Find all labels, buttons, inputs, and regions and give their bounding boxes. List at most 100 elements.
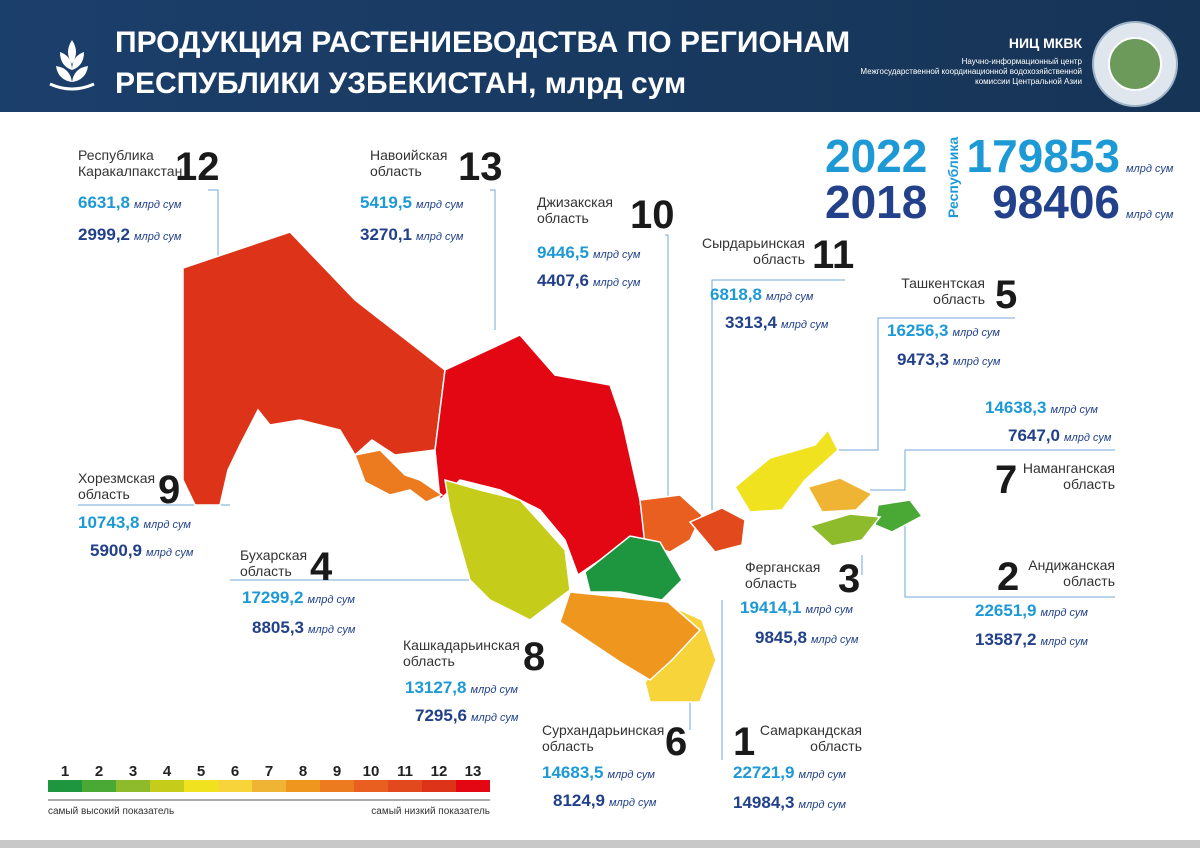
totals-label: Республика bbox=[945, 137, 961, 218]
unit: млрд сум bbox=[593, 277, 641, 289]
map bbox=[182, 231, 924, 703]
region-name: область bbox=[403, 653, 455, 669]
region-value: 4407,6 млрд сум bbox=[537, 271, 641, 290]
region bbox=[559, 591, 702, 681]
org-desc: Научно-информационный центр bbox=[962, 57, 1083, 66]
region bbox=[444, 478, 571, 621]
value: 17299,2 bbox=[242, 588, 303, 607]
region-value: 13587,2 млрд сум bbox=[975, 630, 1088, 649]
total-value: 179853 bbox=[967, 130, 1121, 182]
region-name: Сурхандарьинская bbox=[542, 722, 664, 738]
legend-number: 7 bbox=[265, 763, 273, 780]
region-value: 7295,6 млрд сум bbox=[415, 706, 519, 725]
legend-swatch bbox=[422, 780, 456, 792]
region-name: область bbox=[78, 486, 130, 502]
region bbox=[353, 449, 444, 503]
unit: млрд сум bbox=[1126, 163, 1174, 175]
unit: млрд сум bbox=[1126, 209, 1174, 221]
value: 10743,8 bbox=[78, 513, 139, 532]
legend-number: 10 bbox=[363, 763, 380, 780]
unit: млрд сум bbox=[766, 291, 814, 303]
region-name: Ферганская bbox=[745, 559, 820, 575]
region-name: область bbox=[753, 251, 805, 267]
legend-number: 6 bbox=[231, 763, 239, 780]
region-value: 6631,8 млрд сум bbox=[78, 193, 182, 212]
unit: млрд сум bbox=[593, 249, 641, 261]
region-name: область bbox=[240, 563, 292, 579]
value: 4407,6 bbox=[537, 271, 589, 290]
legend-caption: самый высокий показатель bbox=[48, 806, 174, 817]
region-value: 10743,8 млрд сум bbox=[78, 513, 191, 532]
legend-number: 1 bbox=[61, 763, 69, 780]
region bbox=[734, 428, 839, 513]
unit: млрд сум bbox=[416, 199, 464, 211]
value: 6631,8 bbox=[78, 193, 130, 212]
total-value: 98406 bbox=[992, 176, 1120, 228]
region-rank: 9 bbox=[158, 468, 180, 512]
legend-swatch bbox=[252, 780, 286, 792]
legend-number: 11 bbox=[397, 763, 413, 780]
region-name: Кашкадарьинская bbox=[403, 637, 520, 653]
region-rank: 10 bbox=[630, 193, 675, 237]
value: 2999,2 bbox=[78, 225, 130, 244]
value: 3313,4 bbox=[725, 313, 778, 332]
unit: млрд сум bbox=[811, 634, 859, 646]
region-rank: 4 bbox=[310, 545, 333, 589]
value: 7647,0 bbox=[1008, 426, 1060, 445]
region-value: 14984,3 млрд сум bbox=[733, 793, 846, 812]
region-name: Хорезмская bbox=[78, 470, 155, 486]
region-name: Республика bbox=[78, 147, 154, 163]
legend-number: 2 bbox=[95, 763, 103, 780]
value: 8805,3 bbox=[252, 618, 304, 637]
value: 3270,1 bbox=[360, 225, 412, 244]
region-value: 22721,9 млрд сум bbox=[733, 763, 846, 782]
region bbox=[808, 513, 882, 547]
region-rank: 11 bbox=[812, 233, 854, 277]
region-rank: 12 bbox=[175, 145, 220, 189]
legend-number: 3 bbox=[129, 763, 137, 780]
region-name: Сырдарьинская bbox=[702, 235, 805, 251]
region-value: 8805,3 млрд сум bbox=[252, 618, 356, 637]
legend-number: 4 bbox=[163, 763, 172, 780]
region-name: Наманганская bbox=[1023, 460, 1115, 476]
unit: млрд сум bbox=[1040, 607, 1088, 619]
region-name: область bbox=[933, 291, 985, 307]
org-desc: Межгосударственной координационной водох… bbox=[860, 67, 1082, 76]
region-name: Самаркандская bbox=[760, 722, 862, 738]
region-name: Каракалпакстан bbox=[78, 163, 182, 179]
region-value: 17299,2 млрд сум bbox=[242, 588, 355, 607]
region-value: 13127,8 млрд сум bbox=[405, 678, 518, 697]
value: 7295,6 bbox=[415, 706, 467, 725]
region-rank: 13 bbox=[458, 145, 503, 189]
value: 22651,9 bbox=[975, 601, 1036, 620]
region-name: область bbox=[537, 210, 589, 226]
region-value: 9845,8 млрд сум bbox=[755, 628, 859, 647]
legend-swatch bbox=[82, 780, 116, 792]
unit: млрд сум bbox=[607, 769, 655, 781]
title: РЕСПУБЛИКИ УЗБЕКИСТАН, млрд сум bbox=[115, 67, 686, 100]
legend-swatch bbox=[48, 780, 82, 792]
unit: млрд сум bbox=[805, 604, 853, 616]
org-name: НИЦ МКВК bbox=[1009, 35, 1083, 51]
unit: млрд сум bbox=[798, 769, 846, 781]
legend-swatch bbox=[320, 780, 354, 792]
unit: млрд сум bbox=[134, 199, 182, 211]
unit: млрд сум bbox=[146, 547, 194, 559]
unit: млрд сум bbox=[609, 797, 657, 809]
unit: млрд сум bbox=[134, 231, 182, 243]
value: 6818,8 bbox=[710, 285, 762, 304]
logo bbox=[49, 40, 95, 91]
legend-swatch bbox=[286, 780, 320, 792]
value: 14683,5 bbox=[542, 763, 603, 782]
legend-number: 12 bbox=[431, 763, 448, 780]
legend-number: 5 bbox=[197, 763, 205, 780]
region-name: область bbox=[542, 738, 594, 754]
header-bar bbox=[0, 0, 1200, 112]
legend-number: 8 bbox=[299, 763, 307, 780]
org-logo bbox=[1108, 37, 1162, 91]
region-value: 3270,1 млрд сум bbox=[360, 225, 464, 244]
region-value: 2999,2 млрд сум bbox=[78, 225, 182, 244]
value: 13587,2 bbox=[975, 630, 1036, 649]
region-name: область bbox=[810, 738, 862, 754]
